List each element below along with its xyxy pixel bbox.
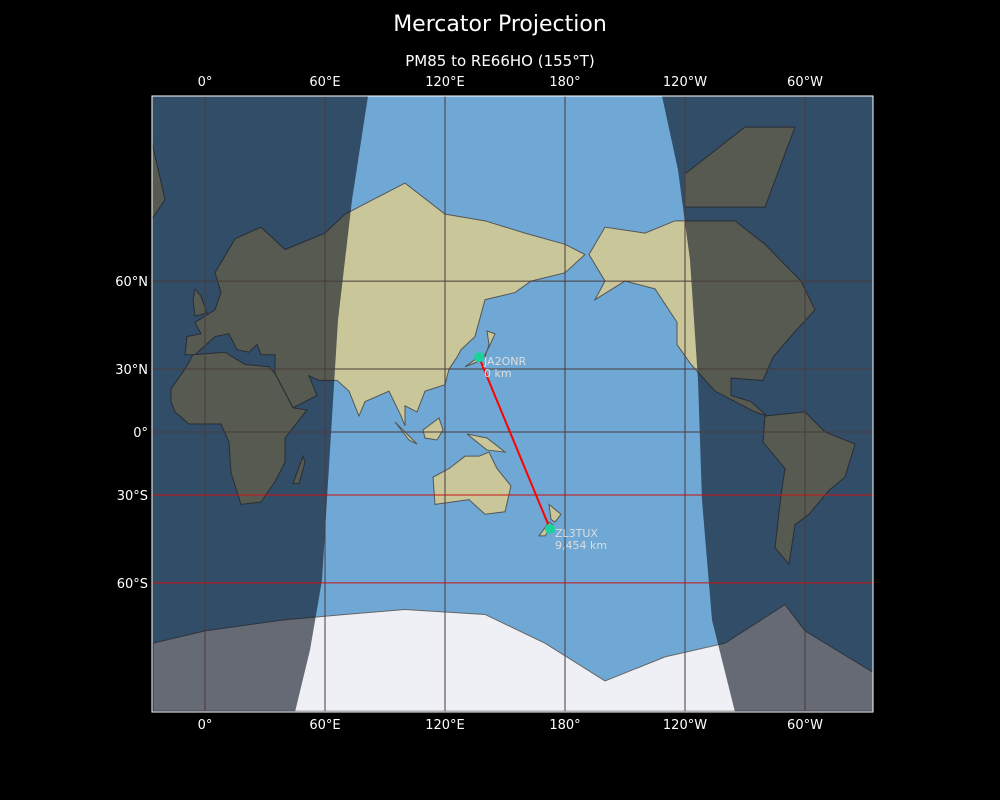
station-distance: 0 km [484, 367, 512, 380]
lat-tick-label: 60°N [115, 275, 148, 290]
lon-tick-label: 120°W [663, 718, 707, 733]
lon-tick-label: 120°E [425, 75, 465, 90]
lon-tick-label: 0° [198, 75, 213, 90]
land-greenland [152, 140, 166, 220]
lon-tick-label: 0° [198, 718, 213, 733]
land-new-guinea [466, 433, 507, 453]
land-nz-north [548, 503, 562, 523]
station-marker [545, 523, 555, 534]
station-marker [474, 352, 484, 363]
lon-tick-label: 120°W [663, 75, 707, 90]
lon-tick-label: 120°E [425, 718, 465, 733]
map-subtitle: PM85 to RE66HO (155°T) [405, 52, 595, 70]
axis-ticks: 0° 0° 60°E 60°E 120°E 120°E 180° 180° 120°W 120°W… [115, 75, 823, 733]
lat-tick-label: 60°S [117, 577, 148, 592]
land-borneo [422, 417, 444, 441]
map-title: Mercator Projection [393, 12, 607, 37]
lon-tick-label: 60°W [787, 75, 823, 90]
great-circle-path [478, 356, 551, 530]
station-callsign: JA2ONR [483, 355, 526, 368]
lon-tick-label: 60°E [309, 75, 340, 90]
lon-tick-label: 60°W [787, 718, 823, 733]
land-sumatra [394, 421, 418, 445]
lat-tick-label: 30°S [117, 489, 148, 504]
station-distance: 9,454 km [555, 539, 607, 552]
lon-tick-label: 180° [549, 75, 580, 90]
lon-tick-label: 60°E [309, 718, 340, 733]
lat-tick-label: 30°N [115, 363, 148, 378]
lon-tick-label: 180° [549, 718, 580, 733]
night-region-east [662, 96, 873, 712]
station-callsign: ZL3TUX [555, 527, 598, 540]
plot-frame [151, 95, 874, 713]
land-australia [432, 451, 512, 515]
lat-tick-label: 0° [133, 426, 148, 441]
night-region-west [152, 96, 368, 712]
